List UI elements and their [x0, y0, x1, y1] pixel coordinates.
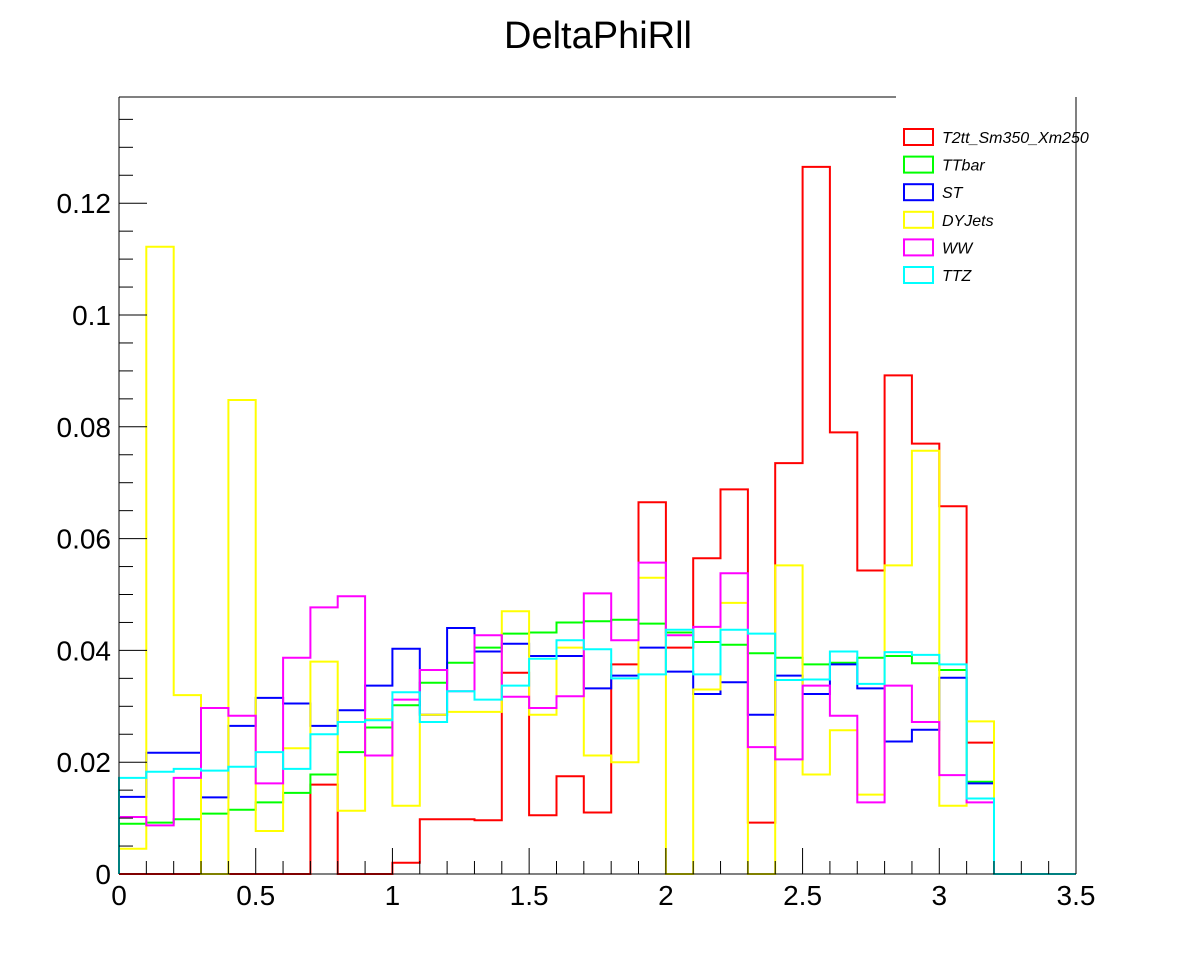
legend-label: WW [942, 240, 974, 257]
y-tick-label: 0.12 [57, 188, 112, 219]
series-layer [118, 165, 1076, 875]
x-tick-label: 1 [385, 880, 401, 911]
x-tick-label: 3.5 [1057, 880, 1096, 911]
legend-swatch [903, 210, 934, 229]
x-tick-label: 1.5 [510, 880, 549, 911]
y-tick-label: 0.02 [57, 747, 112, 778]
legend-label: DYJets [942, 213, 994, 230]
legend-label: TTbar [942, 158, 985, 175]
legend-swatch [903, 183, 934, 202]
legend-swatch [903, 128, 934, 146]
y-tick-label: 0 [95, 859, 111, 890]
x-tick-label: 2.5 [783, 880, 822, 911]
x-tick-label: 0 [111, 880, 127, 911]
series-line-4 [118, 561, 1076, 875]
legend-swatch [903, 155, 934, 174]
y-tick-label: 0.08 [57, 412, 112, 443]
x-tick-label: 2 [658, 880, 674, 911]
legend: T2tt_Sm350_Xm250 TTbar ST DYJets WW TTZ [903, 128, 1089, 285]
y-tick-label: 0.04 [57, 635, 112, 666]
legend-label: T2tt_Sm350_Xm250 [942, 130, 1089, 147]
x-tick-label: 3 [931, 880, 947, 911]
plot-frame [119, 96, 1077, 874]
x-tick-label: 0.5 [236, 880, 275, 911]
chart-title: DeltaPhiRll [504, 15, 692, 57]
legend-label: ST [942, 185, 964, 202]
legend-label: TTZ [942, 268, 973, 285]
y-tick-label: 0.1 [72, 300, 111, 331]
legend-swatch [903, 266, 934, 284]
y-tick-label: 0.06 [57, 524, 112, 555]
axes-layer: 0 0.5 1 1.5 2 2.5 3 3.5 0 0.02 0.04 0.06 0.08 0.1 0.12 [57, 97, 1096, 911]
legend-swatch [903, 238, 934, 257]
series-line-5 [118, 628, 1076, 875]
series-line-3 [118, 245, 1076, 875]
